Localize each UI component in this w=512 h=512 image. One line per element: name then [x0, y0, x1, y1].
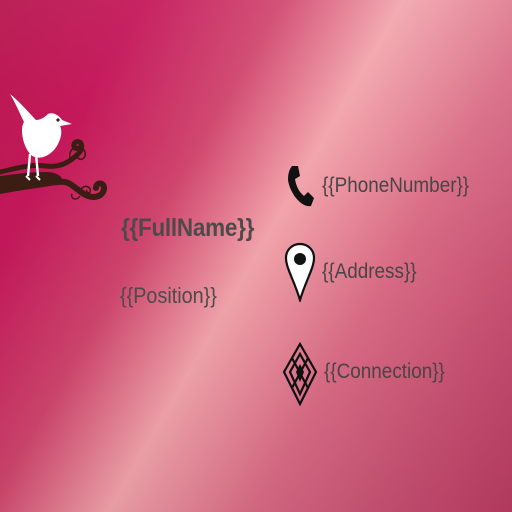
phone-icon: [288, 166, 314, 207]
full-name: {{FullName}}: [121, 214, 255, 242]
map-pin-icon: [284, 242, 316, 302]
connection: {{Connection}}: [324, 360, 445, 383]
address: {{Address}}: [322, 260, 417, 283]
bird-on-branch-icon: [0, 94, 108, 200]
phone-number: {{PhoneNumber}}: [322, 174, 470, 197]
position-title: {{Position}}: [120, 283, 217, 308]
diamond-knot-icon: [282, 342, 318, 406]
